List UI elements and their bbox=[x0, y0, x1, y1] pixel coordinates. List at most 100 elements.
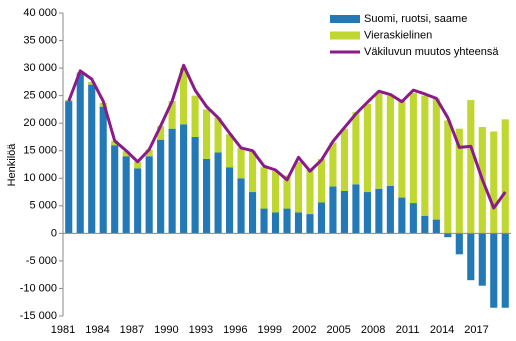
bar bbox=[386, 185, 394, 234]
bar bbox=[134, 168, 142, 234]
bar bbox=[363, 192, 371, 234]
x-tick-label: 1984 bbox=[85, 324, 109, 336]
bar bbox=[111, 140, 119, 146]
y-tick-label: 25 000 bbox=[23, 90, 57, 102]
y-tick-label: 20 000 bbox=[23, 117, 57, 129]
y-tick-label: 15 000 bbox=[23, 145, 57, 157]
bar bbox=[455, 128, 463, 234]
bar bbox=[409, 92, 417, 204]
bar bbox=[421, 215, 429, 234]
legend-label: Vieraskielinen bbox=[364, 29, 432, 41]
bar bbox=[111, 145, 119, 234]
x-tick-label: 1981 bbox=[51, 324, 75, 336]
bar bbox=[283, 208, 291, 234]
y-axis-label: Henkilöä bbox=[6, 143, 18, 187]
bar bbox=[88, 84, 96, 234]
bar bbox=[306, 170, 314, 215]
bar bbox=[203, 158, 211, 234]
bar bbox=[455, 233, 463, 255]
bar bbox=[352, 184, 360, 234]
x-tick-label: 1999 bbox=[258, 324, 282, 336]
bar bbox=[501, 233, 509, 308]
bar bbox=[398, 101, 406, 198]
bar bbox=[409, 203, 417, 234]
legend-swatch bbox=[330, 31, 360, 40]
y-tick-label: 5 000 bbox=[29, 200, 57, 212]
bar bbox=[248, 150, 257, 193]
x-tick-label: 2011 bbox=[396, 324, 420, 336]
bar bbox=[214, 152, 222, 234]
bar bbox=[168, 128, 176, 234]
bar bbox=[99, 106, 107, 234]
bar bbox=[340, 190, 348, 234]
bar bbox=[467, 100, 475, 234]
y-tick-label: -5 000 bbox=[26, 255, 57, 267]
bar bbox=[145, 156, 153, 234]
bar bbox=[214, 117, 222, 153]
bar bbox=[65, 101, 73, 234]
bar bbox=[237, 147, 245, 179]
bar bbox=[191, 136, 199, 234]
x-tick-label: 1993 bbox=[189, 324, 213, 336]
legend-label: Väkiluvun muutos yhteensä bbox=[364, 46, 499, 58]
bar bbox=[180, 68, 188, 125]
bar bbox=[444, 233, 452, 238]
bar bbox=[122, 156, 130, 234]
y-tick-label: 10 000 bbox=[23, 172, 57, 184]
x-tick-label: 2017 bbox=[464, 324, 488, 336]
bar bbox=[375, 92, 383, 189]
bar bbox=[467, 233, 475, 281]
bar bbox=[294, 161, 303, 213]
y-tick-label: 30 000 bbox=[23, 62, 57, 74]
bar bbox=[478, 233, 486, 286]
bar bbox=[260, 167, 268, 209]
y-tick-label: 40 000 bbox=[23, 7, 57, 19]
bar bbox=[145, 149, 153, 157]
bar bbox=[306, 214, 314, 234]
bar bbox=[294, 212, 303, 234]
bar bbox=[180, 124, 188, 234]
x-tick-label: 1987 bbox=[120, 324, 144, 336]
bar bbox=[386, 95, 394, 186]
bar bbox=[352, 112, 360, 185]
bar bbox=[340, 128, 348, 191]
bar bbox=[444, 120, 452, 234]
bar bbox=[432, 219, 440, 234]
bar bbox=[157, 125, 165, 140]
bar bbox=[271, 171, 280, 213]
bar bbox=[134, 161, 142, 169]
bar bbox=[168, 101, 176, 129]
legend-label: Suomi, ruotsi, saame bbox=[364, 13, 467, 25]
bar bbox=[398, 197, 406, 234]
bar bbox=[237, 178, 245, 234]
bar bbox=[260, 208, 268, 234]
bar bbox=[317, 202, 326, 234]
bar bbox=[329, 186, 337, 234]
y-tick-label: -10 000 bbox=[20, 282, 57, 294]
bar bbox=[432, 98, 440, 220]
bar bbox=[226, 167, 234, 234]
bar bbox=[226, 134, 234, 168]
bar bbox=[191, 95, 199, 137]
x-tick-label: 1990 bbox=[154, 324, 178, 336]
x-tick-label: 2008 bbox=[361, 324, 385, 336]
y-tick-label: -15 000 bbox=[20, 310, 57, 322]
legend-swatch bbox=[330, 15, 360, 23]
bar bbox=[203, 109, 211, 159]
bar bbox=[76, 73, 84, 234]
y-tick-label: 0 bbox=[51, 227, 57, 239]
bar bbox=[157, 139, 165, 234]
bar bbox=[375, 188, 383, 234]
bar bbox=[363, 103, 371, 193]
bar bbox=[88, 81, 96, 85]
bar bbox=[329, 142, 337, 187]
line bbox=[67, 63, 507, 210]
bar bbox=[271, 212, 280, 234]
bar bbox=[248, 192, 257, 234]
bar bbox=[490, 131, 498, 234]
bar bbox=[283, 175, 291, 209]
y-tick-label: 35 000 bbox=[23, 34, 57, 46]
x-tick-label: 2002 bbox=[292, 324, 316, 336]
bar bbox=[501, 119, 509, 234]
bar bbox=[317, 158, 326, 203]
